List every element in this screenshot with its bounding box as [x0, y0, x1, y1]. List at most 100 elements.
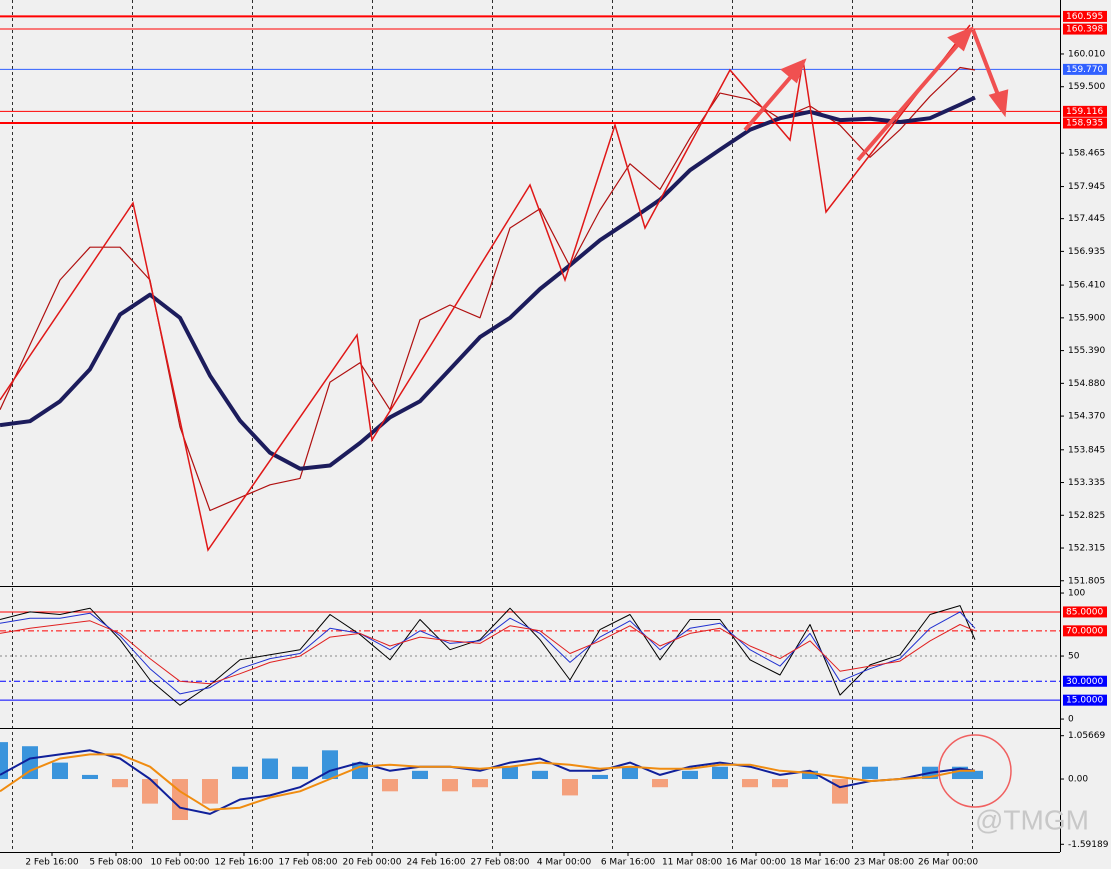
x-tick-label: 11 Mar 08:00	[662, 858, 722, 868]
vertical-grid	[12, 0, 973, 852]
level-label-box	[1063, 117, 1107, 129]
histogram-bar	[532, 770, 548, 780]
x-tick-label: 20 Feb 00:00	[342, 858, 401, 868]
arrow	[743, 70, 797, 132]
histogram-bar	[682, 770, 698, 780]
level-label-box	[1063, 625, 1107, 637]
level-label: 70.0000	[1066, 626, 1103, 636]
y-tick-label: 1.05669	[1068, 731, 1105, 741]
x-tick-label: 6 Mar 16:00	[601, 858, 656, 868]
histogram-bar	[382, 779, 398, 792]
y-tick-label: 152.825	[1068, 511, 1105, 521]
level-label: 85.0000	[1066, 607, 1103, 617]
level-label: 30.0000	[1066, 677, 1103, 687]
arrow-head	[988, 89, 1009, 118]
histogram-bar	[0, 742, 8, 780]
histogram-bar	[832, 779, 848, 804]
histogram-bar	[202, 779, 218, 804]
y-tick-label: 50	[1068, 652, 1080, 662]
x-tick-label: 27 Feb 08:00	[470, 858, 529, 868]
level-label-box	[1063, 23, 1107, 35]
y-tick-label: 157.945	[1068, 182, 1105, 192]
series-line	[0, 95, 976, 471]
x-tick-label: 5 Feb 08:00	[89, 858, 143, 868]
histogram-bar	[802, 770, 818, 780]
arrows	[743, 26, 1009, 162]
y-tick-label: 153.845	[1068, 445, 1105, 455]
histogram-bar	[862, 766, 878, 780]
level-label: 160.595	[1066, 12, 1103, 22]
histogram-bar	[142, 779, 158, 804]
x-tick-label: 24 Feb 16:00	[406, 858, 465, 868]
series-line	[0, 605, 976, 706]
histogram-bar	[622, 766, 638, 780]
level-label-box	[1063, 675, 1107, 687]
histogram-bar	[262, 758, 278, 780]
x-tick-label: 17 Feb 08:00	[278, 858, 337, 868]
level-label: 159.116	[1066, 107, 1103, 117]
y-tick-label: 154.370	[1068, 412, 1105, 422]
histogram-bar	[967, 770, 983, 780]
histogram-bar	[112, 779, 128, 788]
y-tick-label: 152.315	[1068, 544, 1105, 554]
histogram-bar	[472, 779, 488, 788]
x-tick-label: 23 Mar 08:00	[854, 858, 914, 868]
level-label: 158.935	[1066, 118, 1103, 128]
y-tick-label: 159.500	[1068, 82, 1105, 92]
y-tick-label: 153.335	[1068, 478, 1105, 488]
histogram-bar	[412, 770, 428, 780]
zigzag	[0, 24, 971, 552]
y-tick-label: 151.805	[1068, 576, 1105, 586]
y-tick-label: 155.390	[1068, 346, 1105, 356]
x-tick-label: 4 Mar 00:00	[537, 858, 592, 868]
histogram-bar	[772, 779, 788, 788]
level-label: 160.398	[1066, 25, 1103, 35]
series-line	[0, 620, 976, 685]
frames	[0, 0, 1061, 853]
y-tick-label: 157.445	[1068, 214, 1105, 224]
x-tick-label: 16 Mar 00:00	[726, 858, 786, 868]
x-tick-label: 12 Feb 16:00	[214, 858, 273, 868]
histogram-bar	[292, 766, 308, 780]
histogram-bar	[592, 774, 608, 780]
y-tick-label: 155.900	[1068, 313, 1105, 323]
histogram-bar	[232, 766, 248, 780]
level-label-box	[1063, 63, 1107, 75]
histogram-bar	[742, 779, 758, 788]
histogram-bar	[442, 779, 458, 792]
histogram-bar	[52, 762, 68, 780]
level-label: 159.770	[1066, 65, 1103, 75]
series-line	[0, 611, 976, 695]
x-tick-label: 26 Mar 00:00	[918, 858, 978, 868]
plot: 160.010 159.500 158.465 157.945 157.445 156.9…	[0, 10, 1109, 868]
y-tick-label: 156.935	[1068, 247, 1105, 257]
series-line	[0, 753, 975, 811]
level-label-box	[1063, 105, 1107, 117]
histogram-bar	[322, 750, 338, 780]
arrow	[856, 38, 964, 162]
histogram-bar	[172, 779, 188, 821]
y-tick-label: 158.465	[1068, 149, 1105, 159]
series-line	[0, 749, 976, 815]
x-tick-label: 10 Feb 00:00	[150, 858, 209, 868]
arrow-head	[780, 58, 807, 84]
y-tick-label: 154.880	[1068, 379, 1105, 389]
x-tick-label: 2 Feb 16:00	[25, 858, 79, 868]
highlight-circle	[938, 734, 1012, 808]
y-tick-label: 0	[1068, 715, 1074, 725]
arrow-head	[947, 26, 974, 52]
y-tick-label: 156.410	[1068, 281, 1105, 291]
level-label-box	[1063, 694, 1107, 706]
histogram-bar	[22, 746, 38, 780]
histogram-bar	[82, 774, 98, 780]
level-label: 15.0000	[1066, 696, 1103, 706]
histogram-bar	[502, 766, 518, 780]
watermark: @TMGM	[975, 804, 1089, 835]
level-label-box	[1063, 606, 1107, 618]
histogram-bar	[652, 779, 668, 788]
x-tick-label: 18 Mar 16:00	[790, 858, 850, 868]
level-label-box	[1063, 10, 1107, 22]
y-tick-label: 160.010	[1068, 49, 1105, 59]
